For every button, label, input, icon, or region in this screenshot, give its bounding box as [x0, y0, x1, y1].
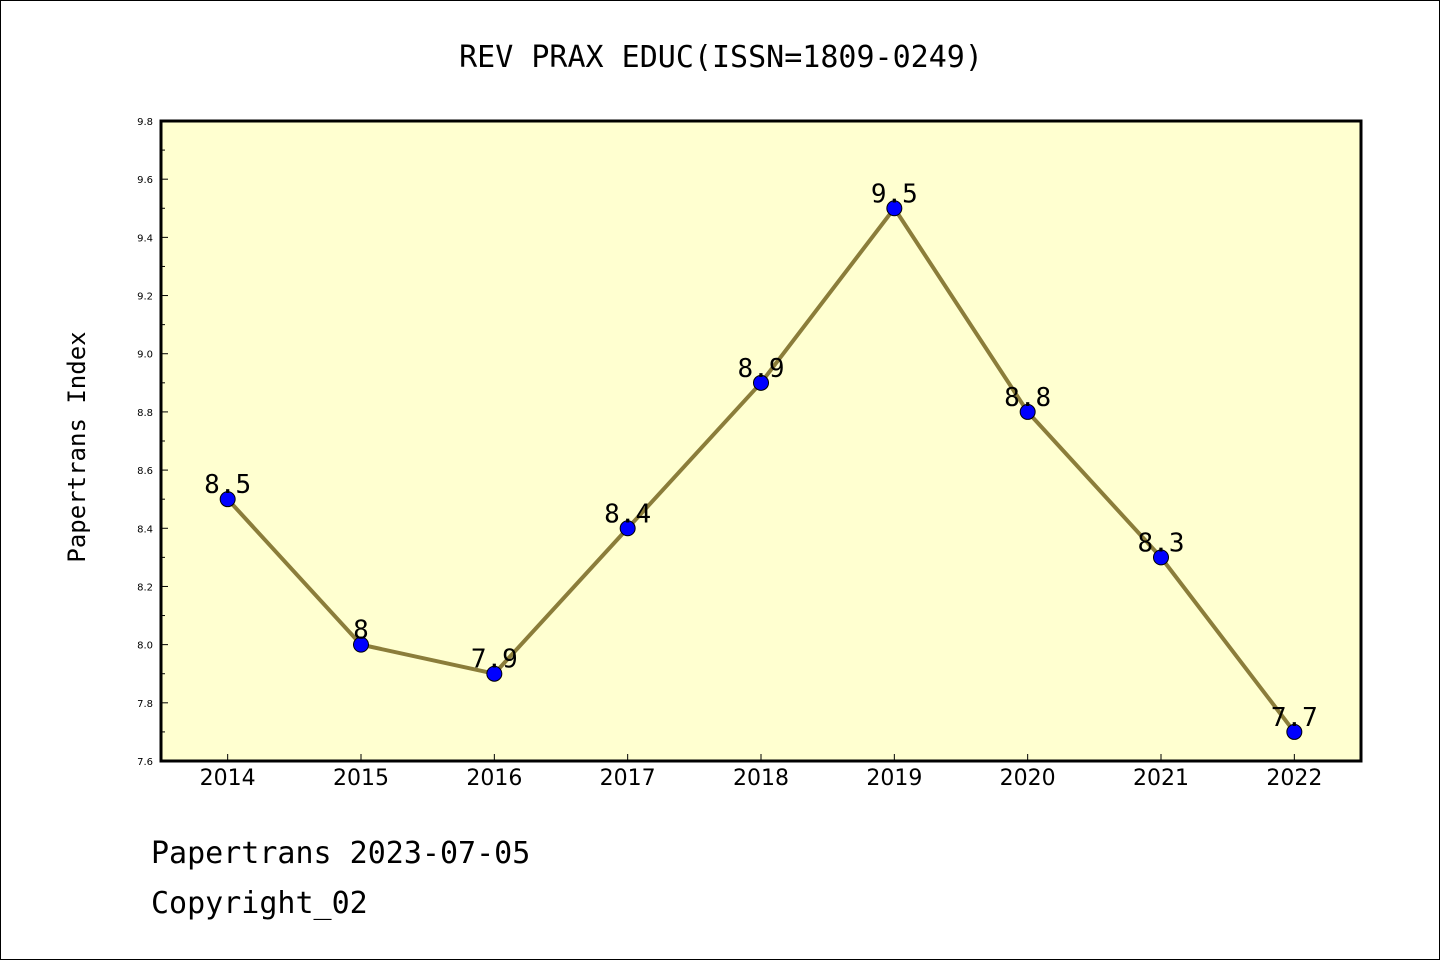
- y-tick-label: 8.8: [137, 408, 153, 419]
- footer-date-line: Papertrans 2023-07-05: [151, 836, 531, 871]
- data-label: 8.5: [204, 470, 251, 500]
- x-tick-label: 2015: [333, 766, 389, 791]
- data-point: [753, 374, 769, 391]
- data-label: 7.7: [1271, 703, 1318, 733]
- x-tick-label: 2022: [1266, 766, 1322, 791]
- x-tick-label: 2014: [200, 766, 256, 791]
- x-tick-label: 2017: [600, 766, 656, 791]
- data-label: 9.5: [871, 179, 918, 209]
- data-point: [1019, 403, 1036, 420]
- y-tick-label: 9.4: [137, 233, 153, 244]
- y-axis-label: Papertrans Index: [63, 331, 91, 562]
- y-tick-label: 9.6: [137, 175, 153, 186]
- axis-ticks: 7.6 7.8 8.0 8.2 8.4 8.6 8.8 9.0 9.2 9.4 9.6 9.8 2014…: [137, 117, 1322, 791]
- x-tick-label: 2019: [866, 766, 922, 791]
- y-tick-label: 7.8: [137, 699, 153, 710]
- data-label: 7.9: [471, 645, 518, 675]
- footer-copyright-line: Copyright_02: [151, 886, 368, 921]
- data-point: [219, 491, 236, 508]
- y-tick-label: 7.6: [137, 757, 153, 768]
- chart-title: REV PRAX EDUC(ISSN=1809-0249): [459, 40, 983, 75]
- data-series: [219, 200, 1303, 740]
- plot-area: [159, 119, 1363, 763]
- data-label: 8: [353, 616, 369, 646]
- data-point: [486, 665, 503, 682]
- y-tick-label: 9.8: [137, 117, 153, 128]
- data-label: 8.8: [1004, 383, 1051, 413]
- data-point: [886, 200, 903, 217]
- y-tick-label: 8.2: [137, 582, 153, 593]
- y-tick-label: 8.0: [137, 641, 153, 652]
- data-label: 8.9: [738, 354, 785, 384]
- data-point: [1153, 549, 1169, 566]
- data-labels: 8.5 8 7.9 8.4 8.9 9.5 8.8 8.3 7.7: [204, 179, 1318, 733]
- y-tick-label: 8.6: [137, 466, 153, 477]
- x-tick-label: 2018: [733, 766, 789, 791]
- x-tick-label: 2016: [466, 766, 522, 791]
- x-tick-label: 2020: [1000, 766, 1056, 791]
- data-label: 8.4: [604, 499, 651, 529]
- x-tick-label: 2021: [1133, 766, 1189, 791]
- y-tick-label: 9.0: [137, 350, 153, 361]
- y-tick-label: 8.4: [137, 524, 153, 535]
- data-point: [619, 520, 636, 537]
- y-tick-label: 9.2: [137, 292, 153, 303]
- data-label: 8.3: [1138, 528, 1185, 558]
- data-point: [1286, 723, 1303, 740]
- data-point: [353, 636, 369, 653]
